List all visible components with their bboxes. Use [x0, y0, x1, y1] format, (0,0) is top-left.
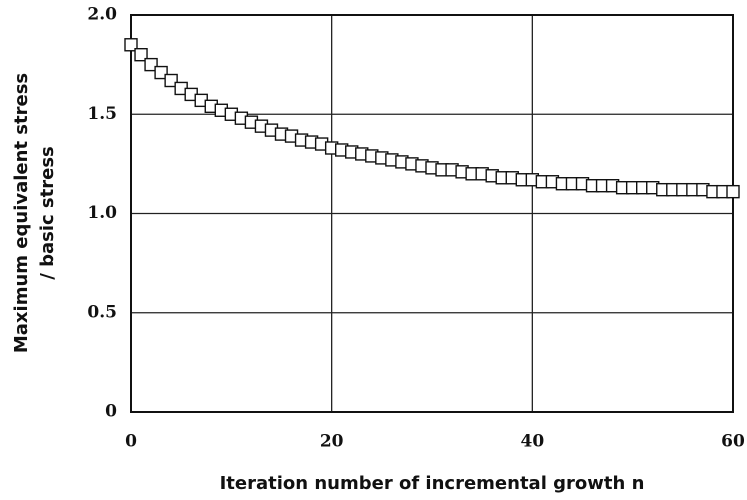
x-tick-label: 40 — [520, 432, 544, 452]
y-axis-label: / basic stress — [37, 146, 58, 280]
marker — [134, 48, 148, 62]
y-tick-label: 0 — [105, 402, 117, 422]
plot-frame — [130, 14, 734, 413]
marker — [154, 65, 168, 80]
marker — [124, 38, 138, 52]
x-axis-label: Iteration number of incremental growth n — [220, 473, 645, 494]
y-tick-label: 0.5 — [87, 302, 117, 322]
x-tick-label: 20 — [320, 432, 344, 452]
marker — [144, 57, 158, 72]
y-axis-label: Maximum equivalent stress — [11, 73, 32, 353]
y-tick-label: 2.0 — [87, 5, 117, 25]
x-tick-label: 0 — [125, 432, 137, 452]
y-tick-label: 1.5 — [87, 104, 117, 124]
x-tick-label: 60 — [721, 432, 745, 452]
y-tick-label: 1.0 — [87, 203, 117, 223]
marker — [164, 73, 178, 88]
marker — [726, 184, 740, 199]
